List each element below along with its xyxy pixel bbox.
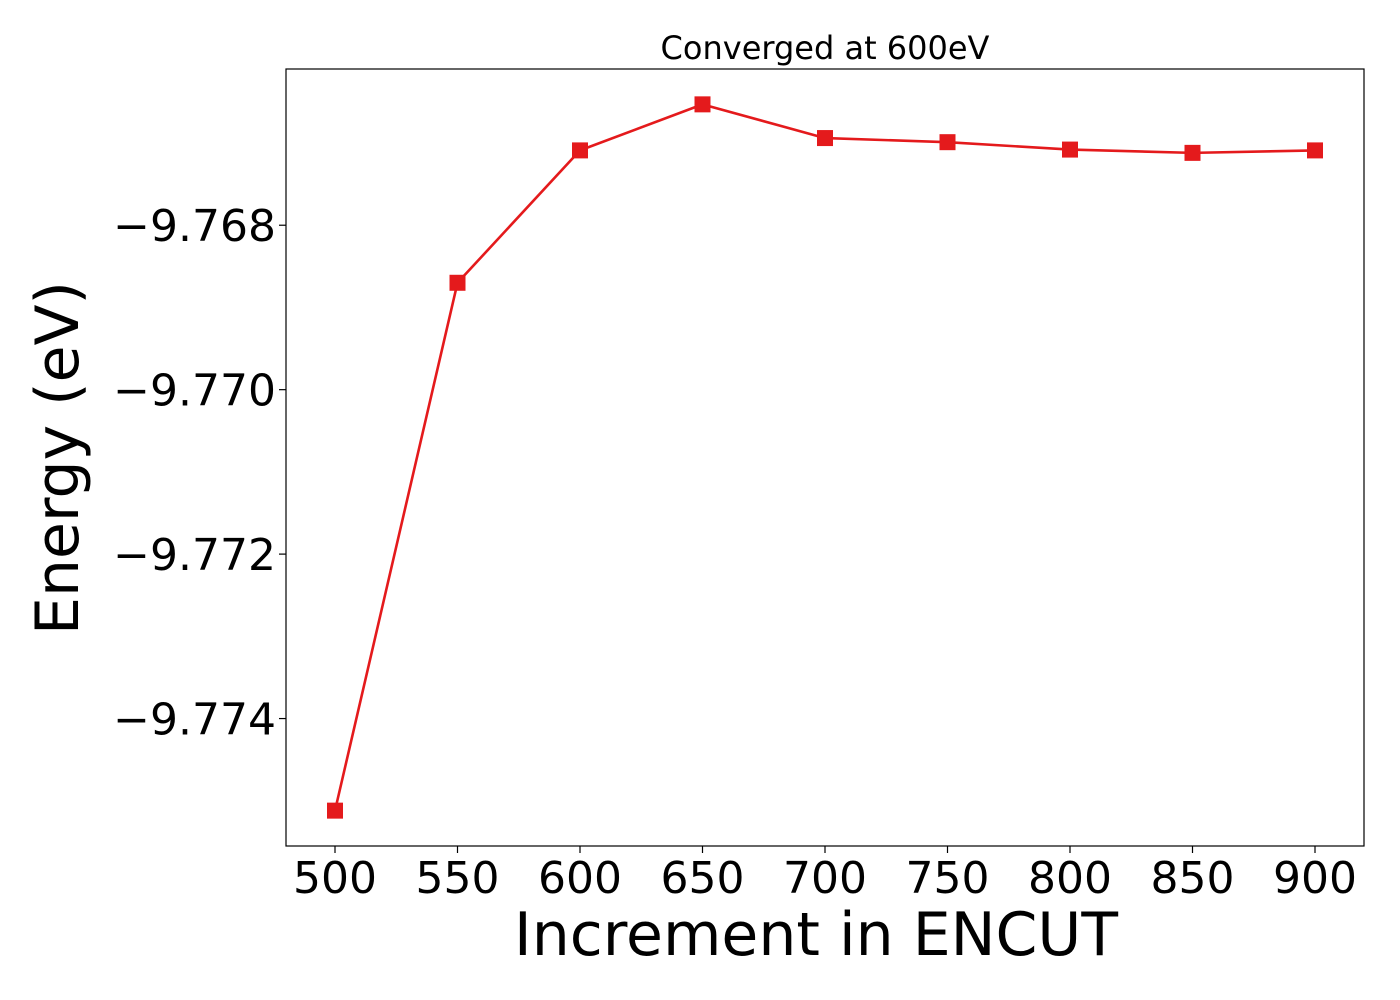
data-point	[939, 134, 956, 151]
data-point	[572, 142, 588, 159]
x-tick-label: 850	[1151, 853, 1235, 904]
x-tick-label: 550	[416, 853, 500, 904]
x-axis: 500 550 600 650 700 750 800 850 900	[293, 846, 1357, 904]
data-point	[1307, 142, 1323, 159]
chart-title: Converged at 600eV	[661, 29, 990, 67]
plot-area	[327, 96, 1323, 819]
data-point	[327, 802, 343, 819]
y-axis-label: Energy (eV)	[23, 281, 93, 635]
y-tick-label: −9.768	[113, 201, 276, 252]
data-point	[817, 130, 833, 147]
data-point	[1184, 144, 1201, 161]
y-tick-label: −9.772	[113, 530, 276, 581]
y-tick-label: −9.774	[113, 695, 276, 746]
x-tick-label: 700	[783, 853, 867, 904]
x-axis-label: Increment in ENCUT	[514, 900, 1118, 970]
x-tick-label: 650	[661, 853, 745, 904]
x-tick-label: 800	[1028, 853, 1112, 904]
data-point	[694, 96, 711, 113]
y-axis: −9.768 −9.770 −9.772 −9.774	[113, 201, 286, 746]
x-tick-label: 900	[1273, 853, 1357, 904]
data-point	[1062, 141, 1078, 158]
x-tick-label: 600	[538, 853, 622, 904]
y-tick-label: −9.770	[113, 366, 276, 417]
data-point	[449, 274, 466, 291]
x-tick-label: 500	[293, 853, 377, 904]
x-tick-label: 750	[906, 853, 990, 904]
